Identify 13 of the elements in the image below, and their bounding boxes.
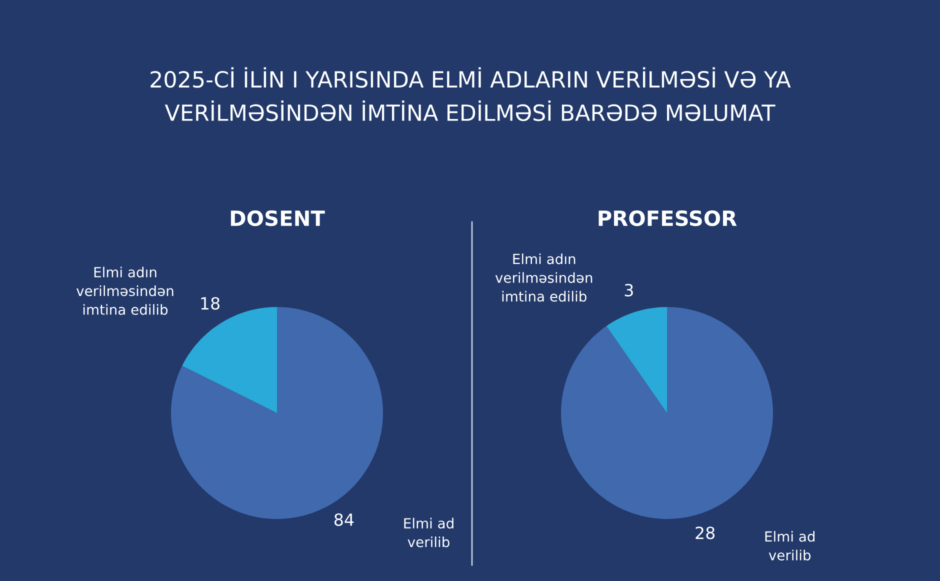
slice-label: Elmi ad verilib	[404, 518, 454, 548]
pie-slice	[561, 307, 773, 519]
chart-title: PROFESSOR	[598, 210, 737, 226]
data-label: 28	[696, 526, 715, 540]
chart-title: DOSENT	[230, 210, 325, 226]
data-label: 18	[201, 297, 220, 310]
slice-label: Elmi ad verilib	[765, 531, 814, 560]
pie-slice	[606, 307, 667, 413]
data-label: 3	[624, 284, 633, 296]
text: 2025-Cİ İLİN I YARISINDA ELMİ ADLARIN VERİLMƏSİ VƏ YA VERİLMƏSİNDƏN İMTİNA EDİLMƏSİ BARƏDƏ MƏLUMAT	[150, 67, 791, 122]
slice-label: Elmi adın verilməsindən imtina edilib	[76, 266, 174, 315]
data-label: 84	[334, 513, 354, 526]
slice-label: Elmi adın verilməsindən imtina edilib	[495, 253, 592, 302]
